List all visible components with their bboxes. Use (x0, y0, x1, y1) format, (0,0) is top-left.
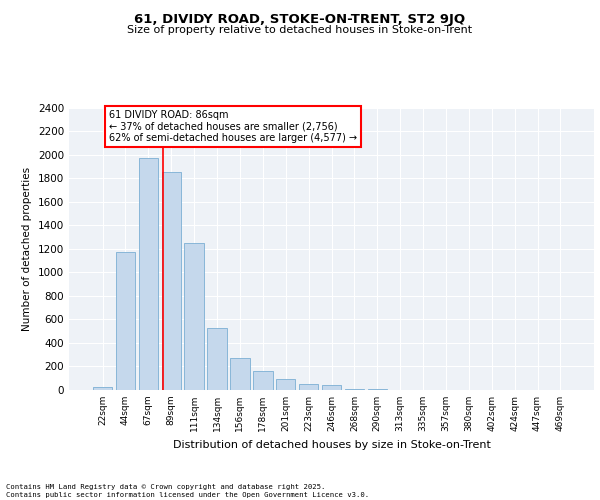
Bar (322, 386, 341, 390)
Bar (184, 243, 204, 390)
Bar (253, 371, 272, 390)
X-axis label: Distribution of detached houses by size in Stoke-on-Trent: Distribution of detached houses by size … (173, 440, 490, 450)
Text: Contains HM Land Registry data © Crown copyright and database right 2025.
Contai: Contains HM Land Registry data © Crown c… (6, 484, 369, 498)
Bar (93, 387, 112, 390)
Text: Size of property relative to detached houses in Stoke-on-Trent: Size of property relative to detached ho… (127, 25, 473, 35)
Bar (276, 379, 295, 390)
Bar (230, 358, 250, 390)
Bar (208, 328, 227, 390)
Text: 61 DIVIDY ROAD: 86sqm
← 37% of detached houses are smaller (2,756)
62% of semi-d: 61 DIVIDY ROAD: 86sqm ← 37% of detached … (109, 110, 357, 143)
Y-axis label: Number of detached properties: Number of detached properties (22, 166, 32, 331)
Bar (299, 384, 319, 390)
Bar (116, 252, 135, 390)
Text: 61, DIVIDY ROAD, STOKE-ON-TRENT, ST2 9JQ: 61, DIVIDY ROAD, STOKE-ON-TRENT, ST2 9JQ (134, 12, 466, 26)
Bar (161, 172, 181, 390)
Bar (139, 158, 158, 390)
